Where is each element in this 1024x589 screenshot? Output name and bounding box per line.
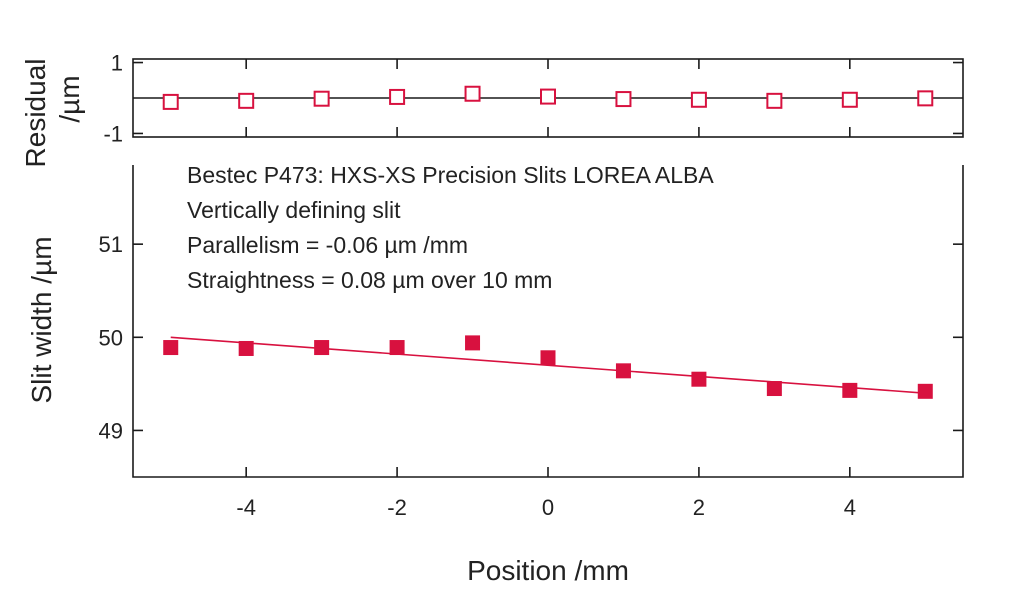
- residual-ytick-label: -1: [103, 121, 123, 146]
- residual-point: [766, 92, 783, 109]
- data-point: [238, 340, 254, 356]
- residual-points: [162, 85, 934, 110]
- data-point: [615, 363, 631, 379]
- data-point: [766, 381, 782, 397]
- residual-point: [615, 91, 632, 108]
- data-point: [917, 383, 933, 399]
- data-point: [842, 382, 858, 398]
- annotation-straightness: Straightness = 0.08 µm over 10 mm: [187, 267, 552, 293]
- main-points: [163, 335, 933, 399]
- main-ytick-label: 49: [99, 418, 123, 443]
- xtick-label: -4: [236, 495, 256, 520]
- residual-point: [690, 91, 707, 108]
- data-point: [314, 340, 330, 356]
- main-ytick-label: 50: [99, 325, 123, 350]
- residual-point: [313, 90, 330, 107]
- residual-point: [540, 88, 556, 105]
- residual-point: [917, 90, 934, 107]
- residual-panel: 1 -1 Residual /µm: [20, 51, 964, 168]
- residual-ylabel-line2: /µm: [54, 75, 85, 122]
- main-ytick-label: 51: [99, 232, 123, 257]
- annotation-slit-type: Vertically defining slit: [187, 197, 401, 223]
- xtick-label: 2: [693, 495, 705, 520]
- data-point: [163, 340, 179, 356]
- residual-point: [464, 85, 481, 102]
- data-point: [389, 340, 405, 356]
- data-point: [540, 350, 556, 366]
- main-panel: 49 50 51 -4 -2 0 2 4 Bestec P473: HXS-XS Precis…: [26, 162, 964, 586]
- residual-point: [389, 88, 406, 105]
- residual-point: [238, 92, 255, 109]
- residual-point: [162, 93, 179, 110]
- data-point: [691, 371, 707, 387]
- data-point: [465, 335, 481, 351]
- residual-point: [841, 91, 858, 108]
- xtick-label: -2: [387, 495, 407, 520]
- xtick-label: 4: [844, 495, 856, 520]
- main-ylabel: Slit width /µm: [26, 236, 57, 403]
- residual-ytick-label: 1: [111, 51, 123, 76]
- residual-ylabel-line1: Residual: [20, 59, 51, 168]
- main-ticks: 49 50 51 -4 -2 0 2 4: [99, 232, 963, 520]
- annotation-parallelism: Parallelism = -0.06 µm /mm: [187, 232, 468, 258]
- annotations: Bestec P473: HXS-XS Precision Slits LORE…: [187, 162, 714, 293]
- xtick-label: 0: [542, 495, 554, 520]
- xlabel: Position /mm: [467, 555, 629, 586]
- residual-ticks: 1 -1: [103, 51, 963, 146]
- annotation-title: Bestec P473: HXS-XS Precision Slits LORE…: [187, 162, 714, 188]
